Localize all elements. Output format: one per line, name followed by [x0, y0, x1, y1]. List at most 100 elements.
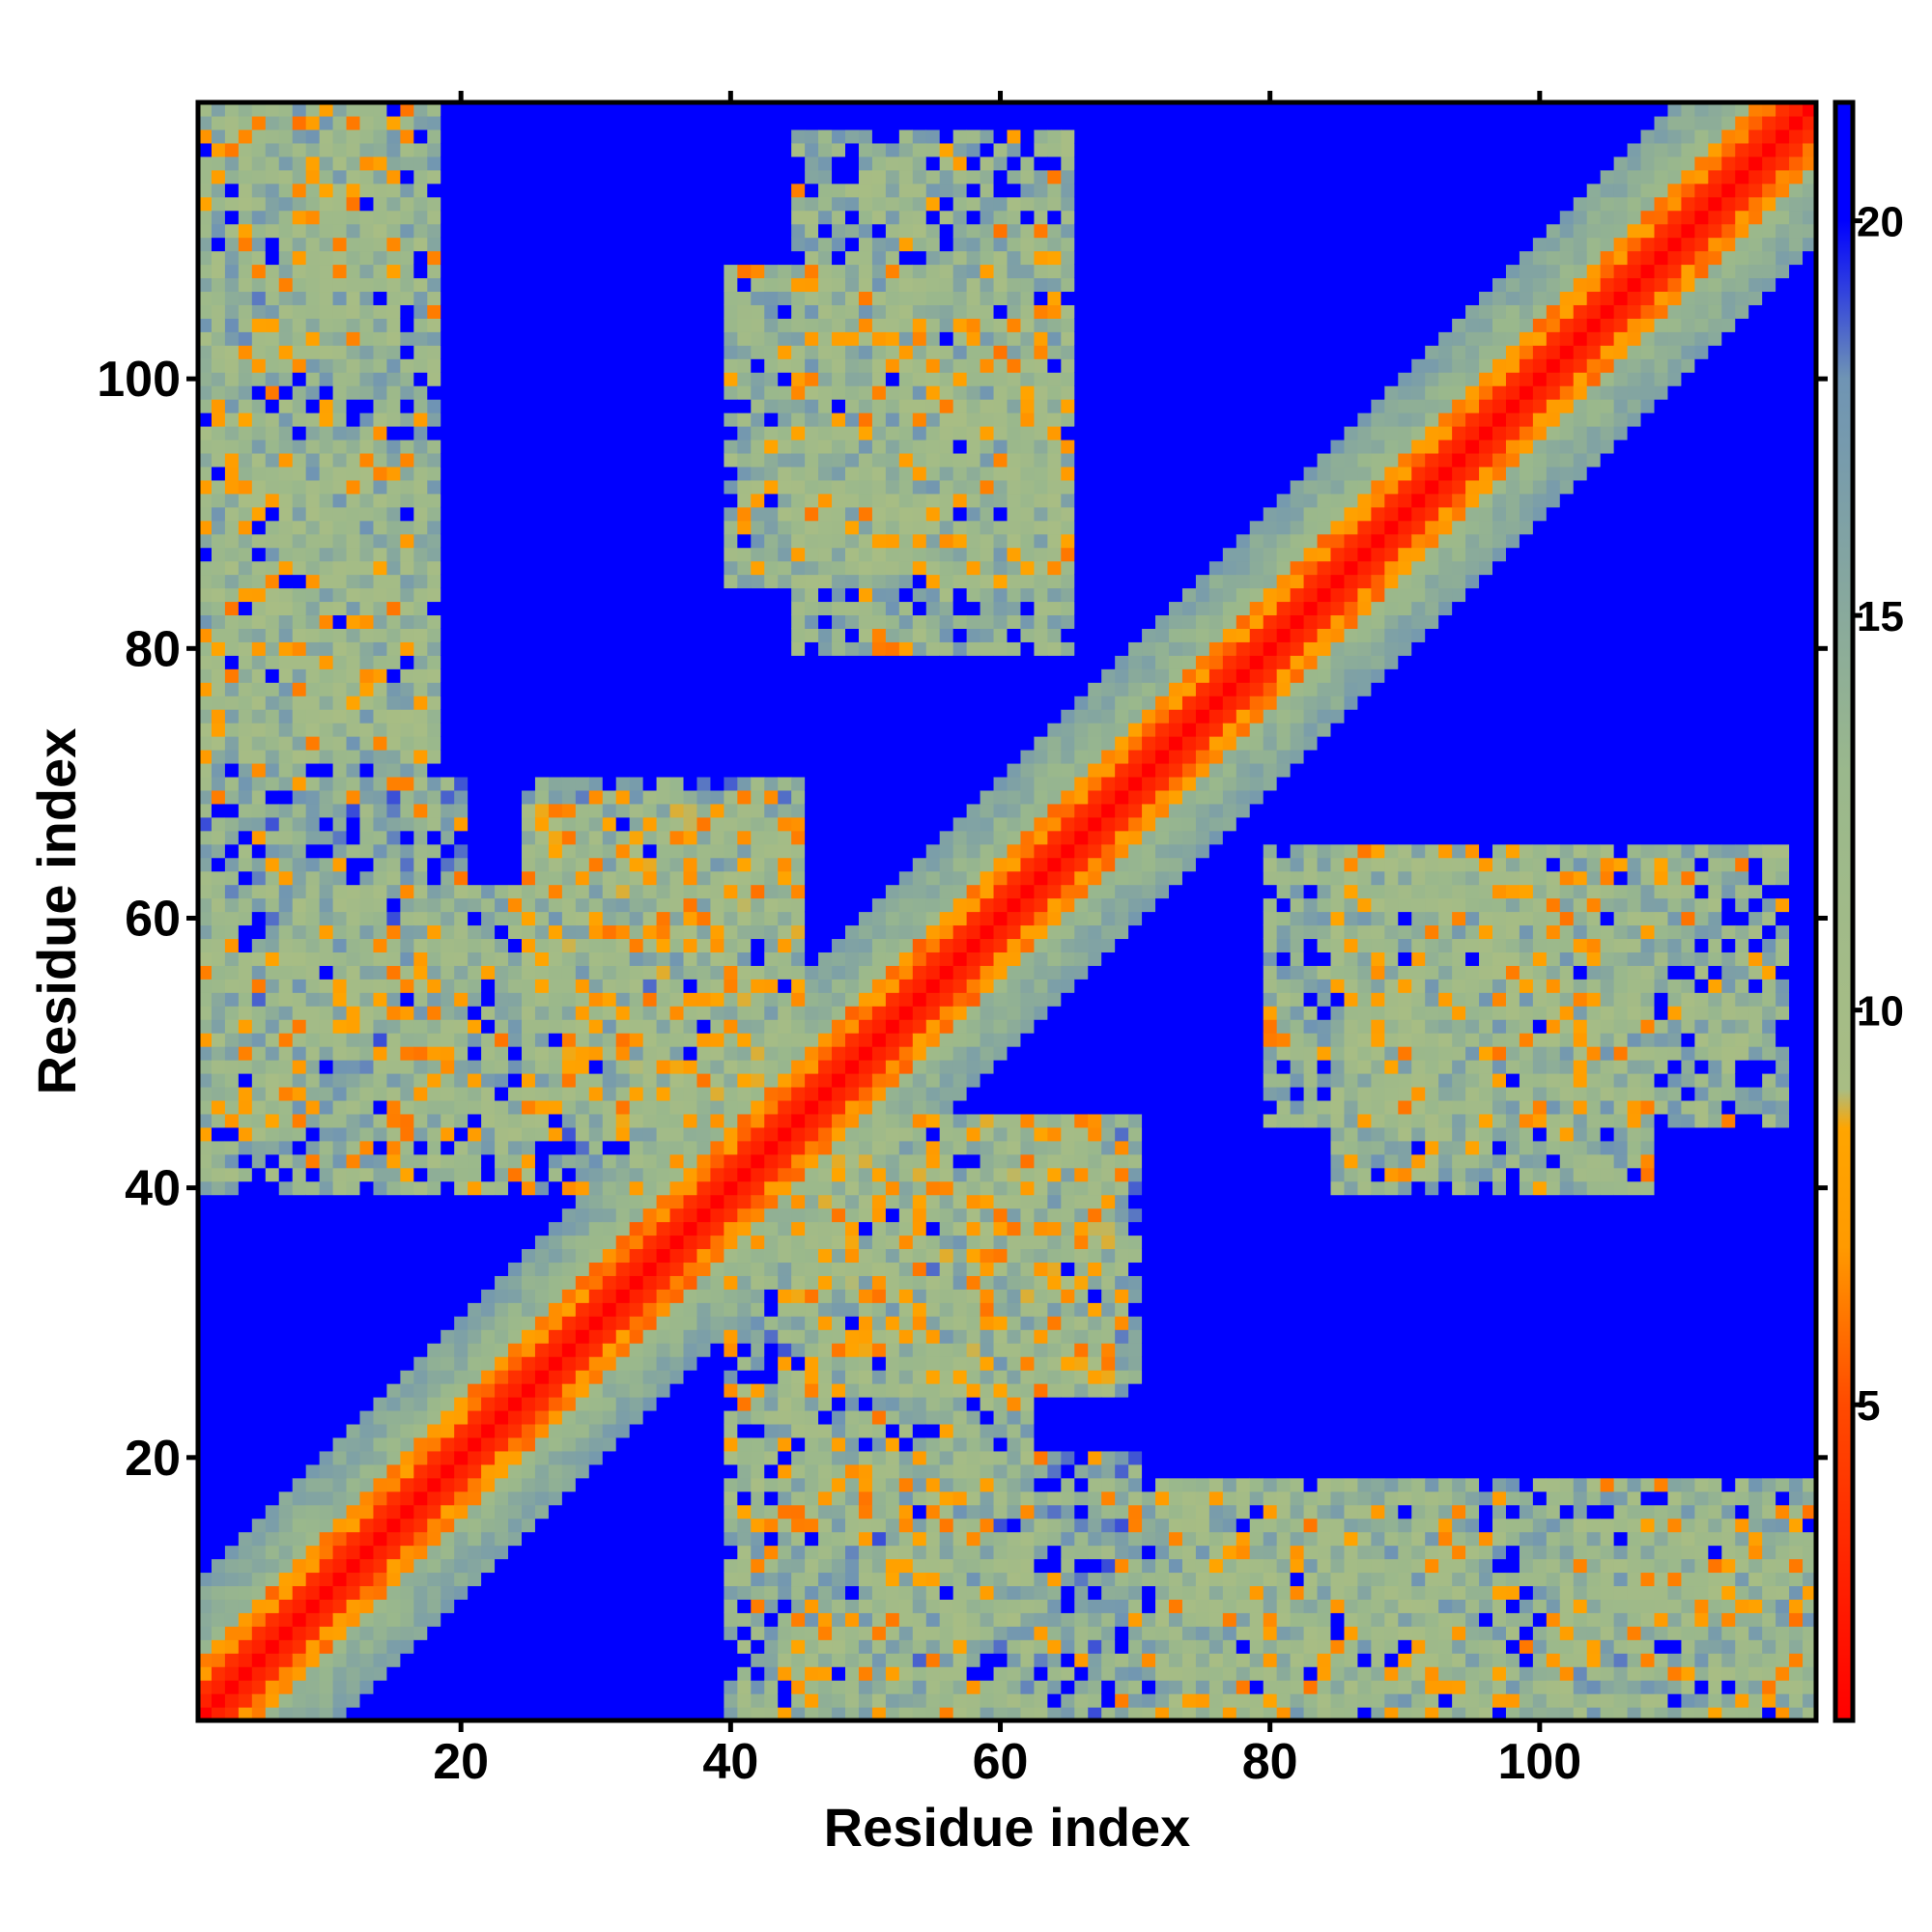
- heatmap-cell: [588, 1167, 604, 1182]
- heatmap-cell: [224, 1504, 240, 1520]
- heatmap-cell: [346, 736, 361, 751]
- heatmap-cell: [642, 682, 658, 696]
- heatmap-cell: [251, 1194, 267, 1209]
- heatmap-cell: [265, 102, 280, 117]
- heatmap-cell: [292, 250, 307, 266]
- heatmap-cell: [198, 142, 213, 157]
- heatmap-cell: [656, 237, 671, 252]
- heatmap-cell: [400, 1626, 414, 1640]
- heatmap-cell: [251, 1006, 267, 1020]
- heatmap-cell: [629, 1046, 644, 1061]
- heatmap-cell: [346, 1329, 361, 1344]
- heatmap-cell: [211, 750, 226, 764]
- heatmap-cell: [292, 1302, 307, 1317]
- heatmap-cell: [346, 1463, 361, 1479]
- heatmap-cell: [346, 1693, 361, 1708]
- heatmap-cell: [292, 641, 307, 656]
- heatmap-cell: [305, 1680, 321, 1694]
- heatmap-cell: [400, 750, 414, 764]
- heatmap-cell: [198, 264, 213, 279]
- heatmap-cell: [454, 466, 469, 481]
- heatmap-cell: [292, 762, 307, 778]
- heatmap-cell: [481, 1436, 496, 1452]
- heatmap-cell: [224, 682, 240, 696]
- heatmap-cell: [413, 1126, 428, 1142]
- heatmap-cell: [534, 1033, 550, 1047]
- heatmap-cell: [495, 156, 509, 171]
- heatmap-cell: [238, 1599, 253, 1613]
- heatmap-cell: [656, 547, 671, 562]
- heatmap-cell: [211, 857, 226, 872]
- heatmap-cell: [319, 776, 334, 791]
- heatmap-cell: [427, 736, 441, 751]
- heatmap-cell: [683, 142, 698, 157]
- heatmap-cell: [400, 1558, 414, 1574]
- heatmap-cell: [751, 1180, 765, 1196]
- heatmap-cell: [522, 318, 536, 332]
- heatmap-cell: [724, 547, 738, 562]
- heatmap-cell: [265, 1504, 280, 1520]
- heatmap-cell: [400, 776, 414, 791]
- heatmap-cell: [386, 1531, 401, 1547]
- heatmap-cell: [198, 331, 213, 346]
- heatmap-cell: [724, 1221, 738, 1236]
- heatmap-cell: [211, 426, 226, 440]
- heatmap-cell: [522, 574, 536, 589]
- heatmap-cell: [386, 291, 401, 305]
- heatmap-cell: [468, 843, 482, 859]
- heatmap-cell: [211, 655, 226, 669]
- heatmap-cell: [724, 331, 738, 346]
- heatmap-cell: [427, 1370, 441, 1384]
- heatmap-cell: [332, 169, 348, 185]
- heatmap-cell: [710, 210, 724, 225]
- heatmap-cell: [561, 142, 577, 157]
- heatmap-cell: [481, 1208, 496, 1223]
- heatmap-cell: [454, 506, 469, 522]
- heatmap-cell: [522, 1463, 536, 1479]
- heatmap-cell: [710, 102, 724, 117]
- heatmap-cell: [602, 1545, 617, 1560]
- heatmap-cell: [696, 587, 712, 603]
- heatmap-cell: [629, 736, 644, 751]
- heatmap-cell: [588, 493, 604, 508]
- heatmap-cell: [656, 520, 671, 535]
- heatmap-cell: [278, 277, 294, 293]
- heatmap-cell: [696, 1612, 712, 1627]
- heatmap-cell: [724, 223, 738, 239]
- heatmap-cell: [642, 816, 658, 832]
- heatmap-cell: [615, 1221, 631, 1236]
- heatmap-cell: [495, 358, 509, 373]
- heatmap-cell: [198, 345, 213, 359]
- heatmap-cell: [669, 1086, 685, 1101]
- heatmap-cell: [238, 803, 253, 818]
- heatmap-cell: [561, 358, 577, 373]
- heatmap-cell: [224, 1275, 240, 1290]
- heatmap-cell: [346, 1006, 361, 1020]
- heatmap-cell: [669, 479, 685, 495]
- heatmap-cell: [211, 1518, 226, 1533]
- heatmap-cell: [319, 1653, 334, 1667]
- heatmap-cell: [468, 183, 482, 198]
- heatmap-cell: [305, 1666, 321, 1681]
- heatmap-cell: [319, 223, 334, 239]
- heatmap-cell: [669, 506, 685, 522]
- heatmap-cell: [224, 1612, 240, 1627]
- heatmap-cell: [481, 1707, 496, 1721]
- heatmap-cell: [642, 318, 658, 332]
- heatmap-cell: [696, 1343, 712, 1357]
- heatmap-cell: [561, 223, 577, 239]
- heatmap-cell: [198, 1329, 213, 1344]
- heatmap-cell: [251, 1626, 267, 1640]
- heatmap-cell: [522, 1612, 536, 1627]
- heatmap-cell: [251, 1262, 267, 1276]
- heatmap-cell: [683, 1275, 698, 1290]
- heatmap-cell: [373, 1680, 388, 1694]
- heatmap-cell: [629, 723, 644, 737]
- heatmap-cell: [481, 1680, 496, 1694]
- heatmap-cell: [669, 1572, 685, 1587]
- heatmap-cell: [198, 641, 213, 656]
- heatmap-cell: [400, 1126, 414, 1142]
- heatmap-cell: [238, 641, 253, 656]
- heatmap-cell: [440, 1558, 455, 1574]
- heatmap-cell: [359, 1518, 375, 1533]
